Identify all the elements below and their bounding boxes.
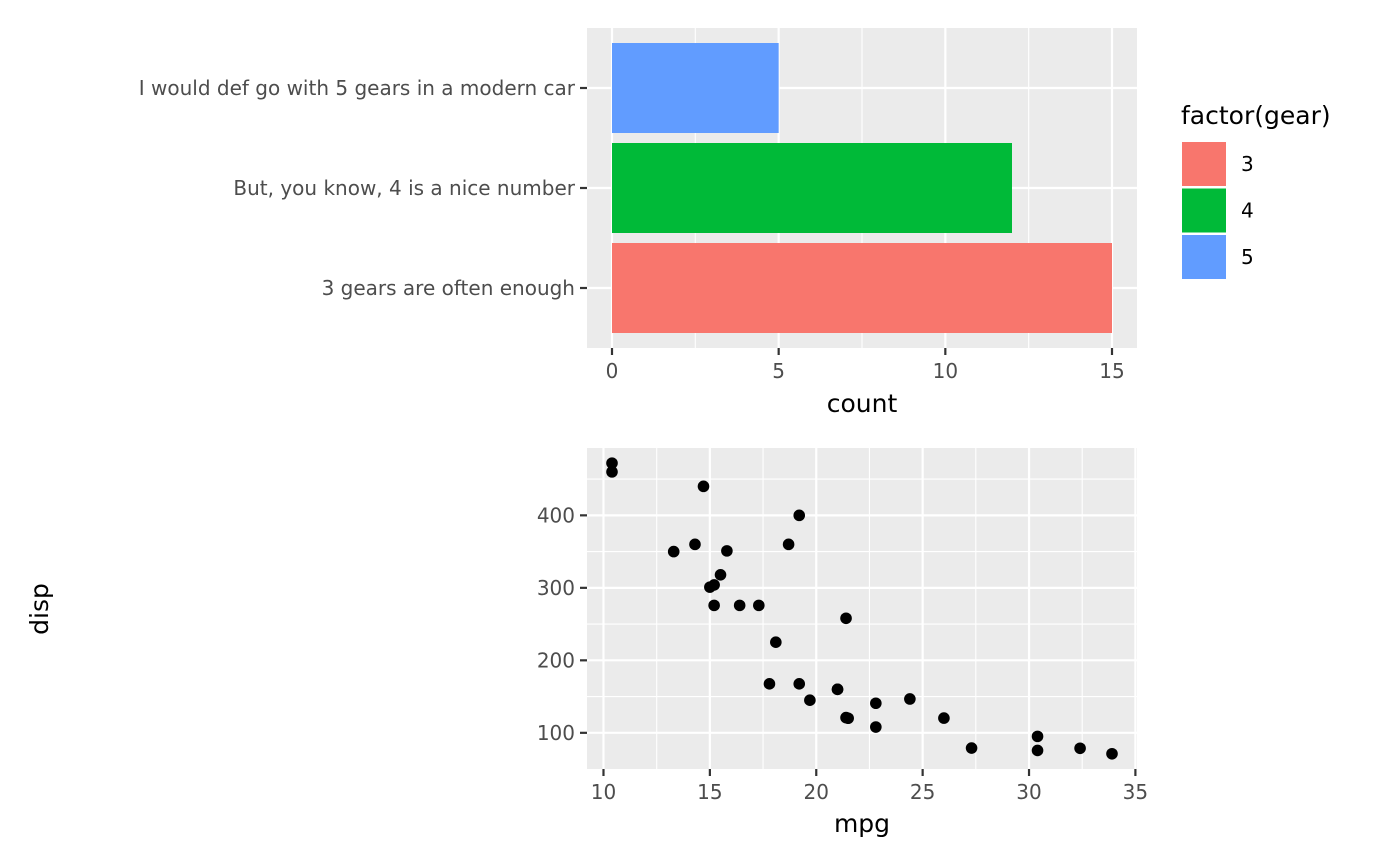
bar-y-tick-label: I would def go with 5 gears in a modern … (139, 76, 576, 100)
legend-label: 4 (1241, 199, 1254, 223)
scatter-y-tick-label: 400 (537, 503, 575, 527)
scatter-point (763, 678, 776, 690)
scatter-y-tick-label: 100 (537, 721, 575, 745)
scatter-point (938, 712, 950, 724)
scatter-point (870, 721, 882, 733)
legend: factor(gear) 3 4 5 (1181, 101, 1331, 280)
scatter-x-tick-label: 20 (804, 780, 829, 804)
bar (612, 43, 779, 133)
scatter-point (606, 457, 618, 469)
scatter-point (904, 693, 916, 705)
scatter-point (667, 545, 680, 558)
bar-x-tick-label: 10 (933, 359, 958, 383)
scatter-point (965, 742, 978, 754)
legend-label: 5 (1241, 245, 1254, 269)
scatter-point (721, 545, 733, 557)
bar-y-tick-label: But, you know, 4 is a nice number (233, 176, 575, 200)
scatter-panel: 100 200 300 400 10 15 20 25 30 35 mpg disp (25, 448, 1148, 838)
scatter-y-axis: 100 200 300 400 (537, 503, 587, 745)
scatter-x-tick-label: 15 (697, 780, 722, 804)
legend-items: 3 4 5 (1181, 141, 1254, 280)
scatter-y-tick-label: 200 (537, 648, 575, 672)
bar-y-tick-label: 3 gears are often enough (322, 276, 575, 300)
scatter-point (831, 683, 844, 696)
scatter-x-axis: 10 15 20 25 30 35 (591, 769, 1148, 804)
scatter-grid (587, 448, 1137, 769)
bar-x-axis: 0 5 10 15 (606, 348, 1125, 383)
legend-title: factor(gear) (1181, 101, 1331, 130)
scatter-point (704, 581, 716, 593)
bar-y-axis: 3 gears are often enough But, you know, 4… (139, 76, 587, 300)
scatter-y-tick-label: 300 (537, 576, 575, 600)
scatter-point (697, 480, 710, 493)
legend-swatch (1182, 142, 1226, 186)
scatter-x-tick-label: 10 (591, 780, 616, 804)
scatter-plot-background (587, 448, 1137, 769)
scatter-x-tick-label: 25 (910, 780, 935, 804)
scatter-point (606, 466, 618, 478)
bar-x-tick-label: 15 (1099, 359, 1124, 383)
bar (612, 143, 1012, 233)
scatter-point (689, 538, 701, 551)
scatter-point (770, 636, 782, 649)
scatter-point (840, 612, 852, 625)
scatter-point (1074, 742, 1086, 755)
scatter-point (793, 509, 806, 522)
scatter-point (782, 538, 795, 551)
legend-label: 3 (1241, 152, 1254, 176)
scatter-point (840, 711, 852, 724)
legend-swatch (1182, 235, 1226, 279)
scatter-x-tick-label: 30 (1016, 780, 1041, 804)
scatter-x-axis-title: mpg (834, 809, 890, 838)
bar (612, 243, 1112, 333)
scatter-point (733, 599, 746, 612)
legend-swatch (1182, 188, 1226, 233)
scatter-points (606, 457, 1118, 760)
scatter-point (753, 599, 765, 612)
bar-panel: 3 gears are often enough But, you know, 4… (139, 28, 1137, 418)
scatter-point (804, 694, 816, 707)
scatter-point (708, 599, 720, 612)
scatter-point (714, 568, 727, 581)
bar-x-tick-label: 5 (772, 359, 785, 383)
bar-marks (612, 43, 1112, 333)
bar-x-axis-title: count (827, 389, 898, 418)
scatter-y-axis-title: disp (25, 583, 54, 635)
scatter-x-tick-label: 35 (1123, 780, 1148, 804)
scatter-point (870, 697, 882, 710)
scatter-point (1106, 747, 1118, 760)
scatter-point (1031, 744, 1044, 757)
bar-x-tick-label: 0 (606, 359, 619, 383)
scatter-point (793, 678, 806, 690)
scatter-point (1031, 730, 1044, 743)
